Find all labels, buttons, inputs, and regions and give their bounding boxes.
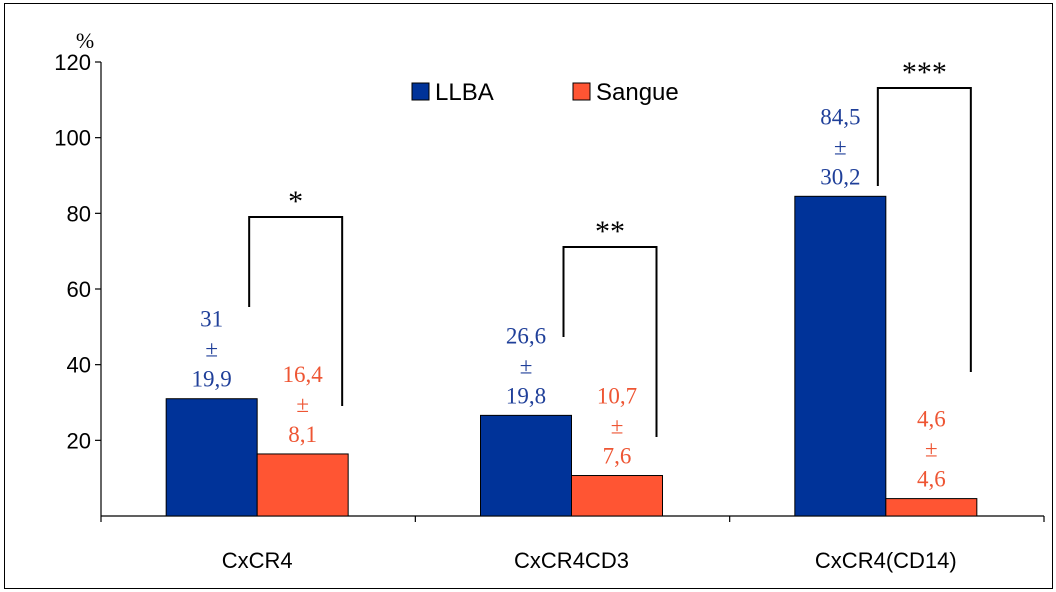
x-category-label: CxCR4(CD14) [815,548,957,573]
bar-llba [794,195,887,517]
chart-frame: 20 40 60 80 100 120% CxCR4 31 ±19,9 16,4 ±8,1 * CxCR… [4,3,1053,589]
bar-sangue [256,453,349,517]
y-tick-label: 120 [54,50,91,75]
data-label-sangue: ± [296,392,309,417]
data-label-llba: ± [834,134,847,159]
data-label-sangue: ± [611,414,624,439]
legend-label-llba: LLBA [435,79,494,106]
bar-llba [165,398,258,517]
data-label-llba: 84,5 [820,104,860,129]
data-label-sangue: 7,6 [603,444,632,469]
data-label-llba: 19,9 [192,367,232,392]
x-category-label: CxCR4CD3 [514,548,629,573]
significance-bracket [562,246,658,437]
significance-marker: * [288,185,303,218]
y-tick-label: 80 [67,201,91,226]
x-category-label: CxCR4 [222,548,293,573]
y-unit-label: % [76,28,94,53]
data-label-sangue: 4,6 [917,467,946,492]
y-tick-label: 20 [67,428,91,453]
data-label-llba: ± [520,353,533,378]
legend-swatch-llba [411,82,430,101]
y-tick-label: 100 [54,126,91,151]
data-label-sangue: 8,1 [288,422,317,447]
legend-swatch-sangue [572,82,591,101]
y-tick-label: 40 [67,353,91,378]
significance-bracket [248,216,344,406]
bar-sangue [885,498,978,517]
bar-sangue [571,475,663,517]
data-label-llba: ± [205,337,218,362]
bar-llba [480,414,572,517]
significance-marker: *** [902,56,947,89]
bar-chart: 20 40 60 80 100 120% CxCR4 31 ±19,9 16,4 ±8,1 * CxCR… [54,28,1045,573]
data-label-sangue: 16,4 [283,362,324,387]
data-label-llba: 31 [200,307,223,332]
data-label-llba: 26,6 [506,323,546,348]
y-tick-label: 60 [67,277,91,302]
significance-marker: ** [595,215,625,248]
data-label-sangue: ± [925,437,938,462]
legend-label-sangue: Sangue [596,79,679,106]
data-label-llba: 19,8 [506,383,546,408]
data-label-llba: 30,2 [820,164,860,189]
data-label-sangue: 4,6 [917,407,946,432]
data-label-sangue: 10,7 [597,384,637,409]
significance-bracket [876,87,972,372]
